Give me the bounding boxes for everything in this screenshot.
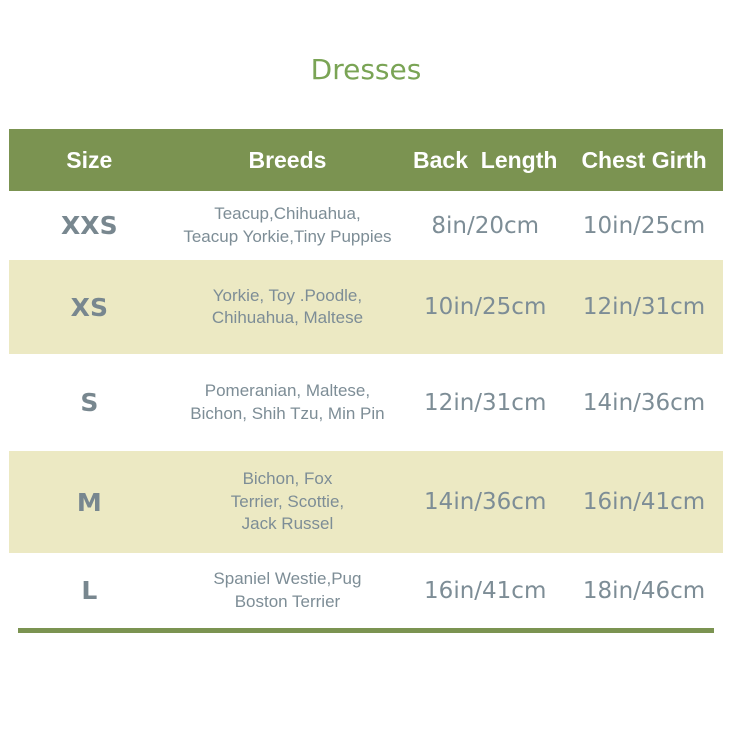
back-length-value: 10in/25cm: [424, 294, 547, 320]
table-row-s: S Pomeranian, Maltese, Bichon, Shih Tzu,…: [9, 354, 723, 451]
table-row-m: M Bichon, Fox Terrier, Scottie, Jack Rus…: [9, 451, 723, 553]
size-value: L: [81, 576, 98, 605]
table-row-l: L Spaniel Westie,Pug Boston Terrier 16in…: [9, 553, 723, 628]
breeds-value: Spaniel Westie,Pug Boston Terrier: [213, 569, 362, 611]
table-header-row: Size Breeds Back Length Chest Girth: [9, 129, 723, 191]
table-row-xs: XS Yorkie, Toy .Poodle, Chihuahua, Malte…: [9, 260, 723, 354]
table-bottom-border: [18, 628, 714, 633]
back-length-value: 12in/31cm: [424, 389, 547, 416]
page-title: Dresses: [310, 53, 422, 86]
size-value: M: [76, 487, 102, 517]
table-row-xxs: XXS Teacup,Chihuahua, Teacup Yorkie,Tiny…: [9, 191, 723, 260]
size-value: XXS: [61, 211, 118, 240]
breeds-value: Teacup,Chihuahua, Teacup Yorkie,Tiny Pup…: [183, 204, 392, 246]
chest-girth-value: 18in/46cm: [582, 577, 706, 604]
breeds-value: Bichon, Fox Terrier, Scottie, Jack Russe…: [230, 469, 345, 534]
breeds-value: Yorkie, Toy .Poodle, Chihuahua, Maltese: [211, 285, 364, 327]
chest-girth-value: 16in/41cm: [582, 489, 706, 515]
header-chest-girth: Chest Girth: [581, 146, 707, 173]
chest-girth-value: 14in/36cm: [582, 389, 706, 416]
breeds-value: Pomeranian, Maltese, Bichon, Shih Tzu, M…: [190, 381, 385, 423]
chest-girth-value: 12in/31cm: [582, 294, 706, 320]
size-value: XS: [70, 292, 108, 322]
header-size: Size: [66, 146, 113, 173]
size-table: Size Breeds Back Length Chest Girth XXS …: [9, 129, 723, 633]
back-length-value: 16in/41cm: [424, 577, 547, 604]
back-length-value: 8in/20cm: [431, 212, 540, 239]
size-value: S: [80, 388, 99, 417]
header-back-length: Back Length: [413, 146, 558, 173]
header-breeds: Breeds: [248, 146, 327, 173]
back-length-value: 14in/36cm: [424, 489, 547, 515]
chest-girth-value: 10in/25cm: [582, 212, 706, 239]
